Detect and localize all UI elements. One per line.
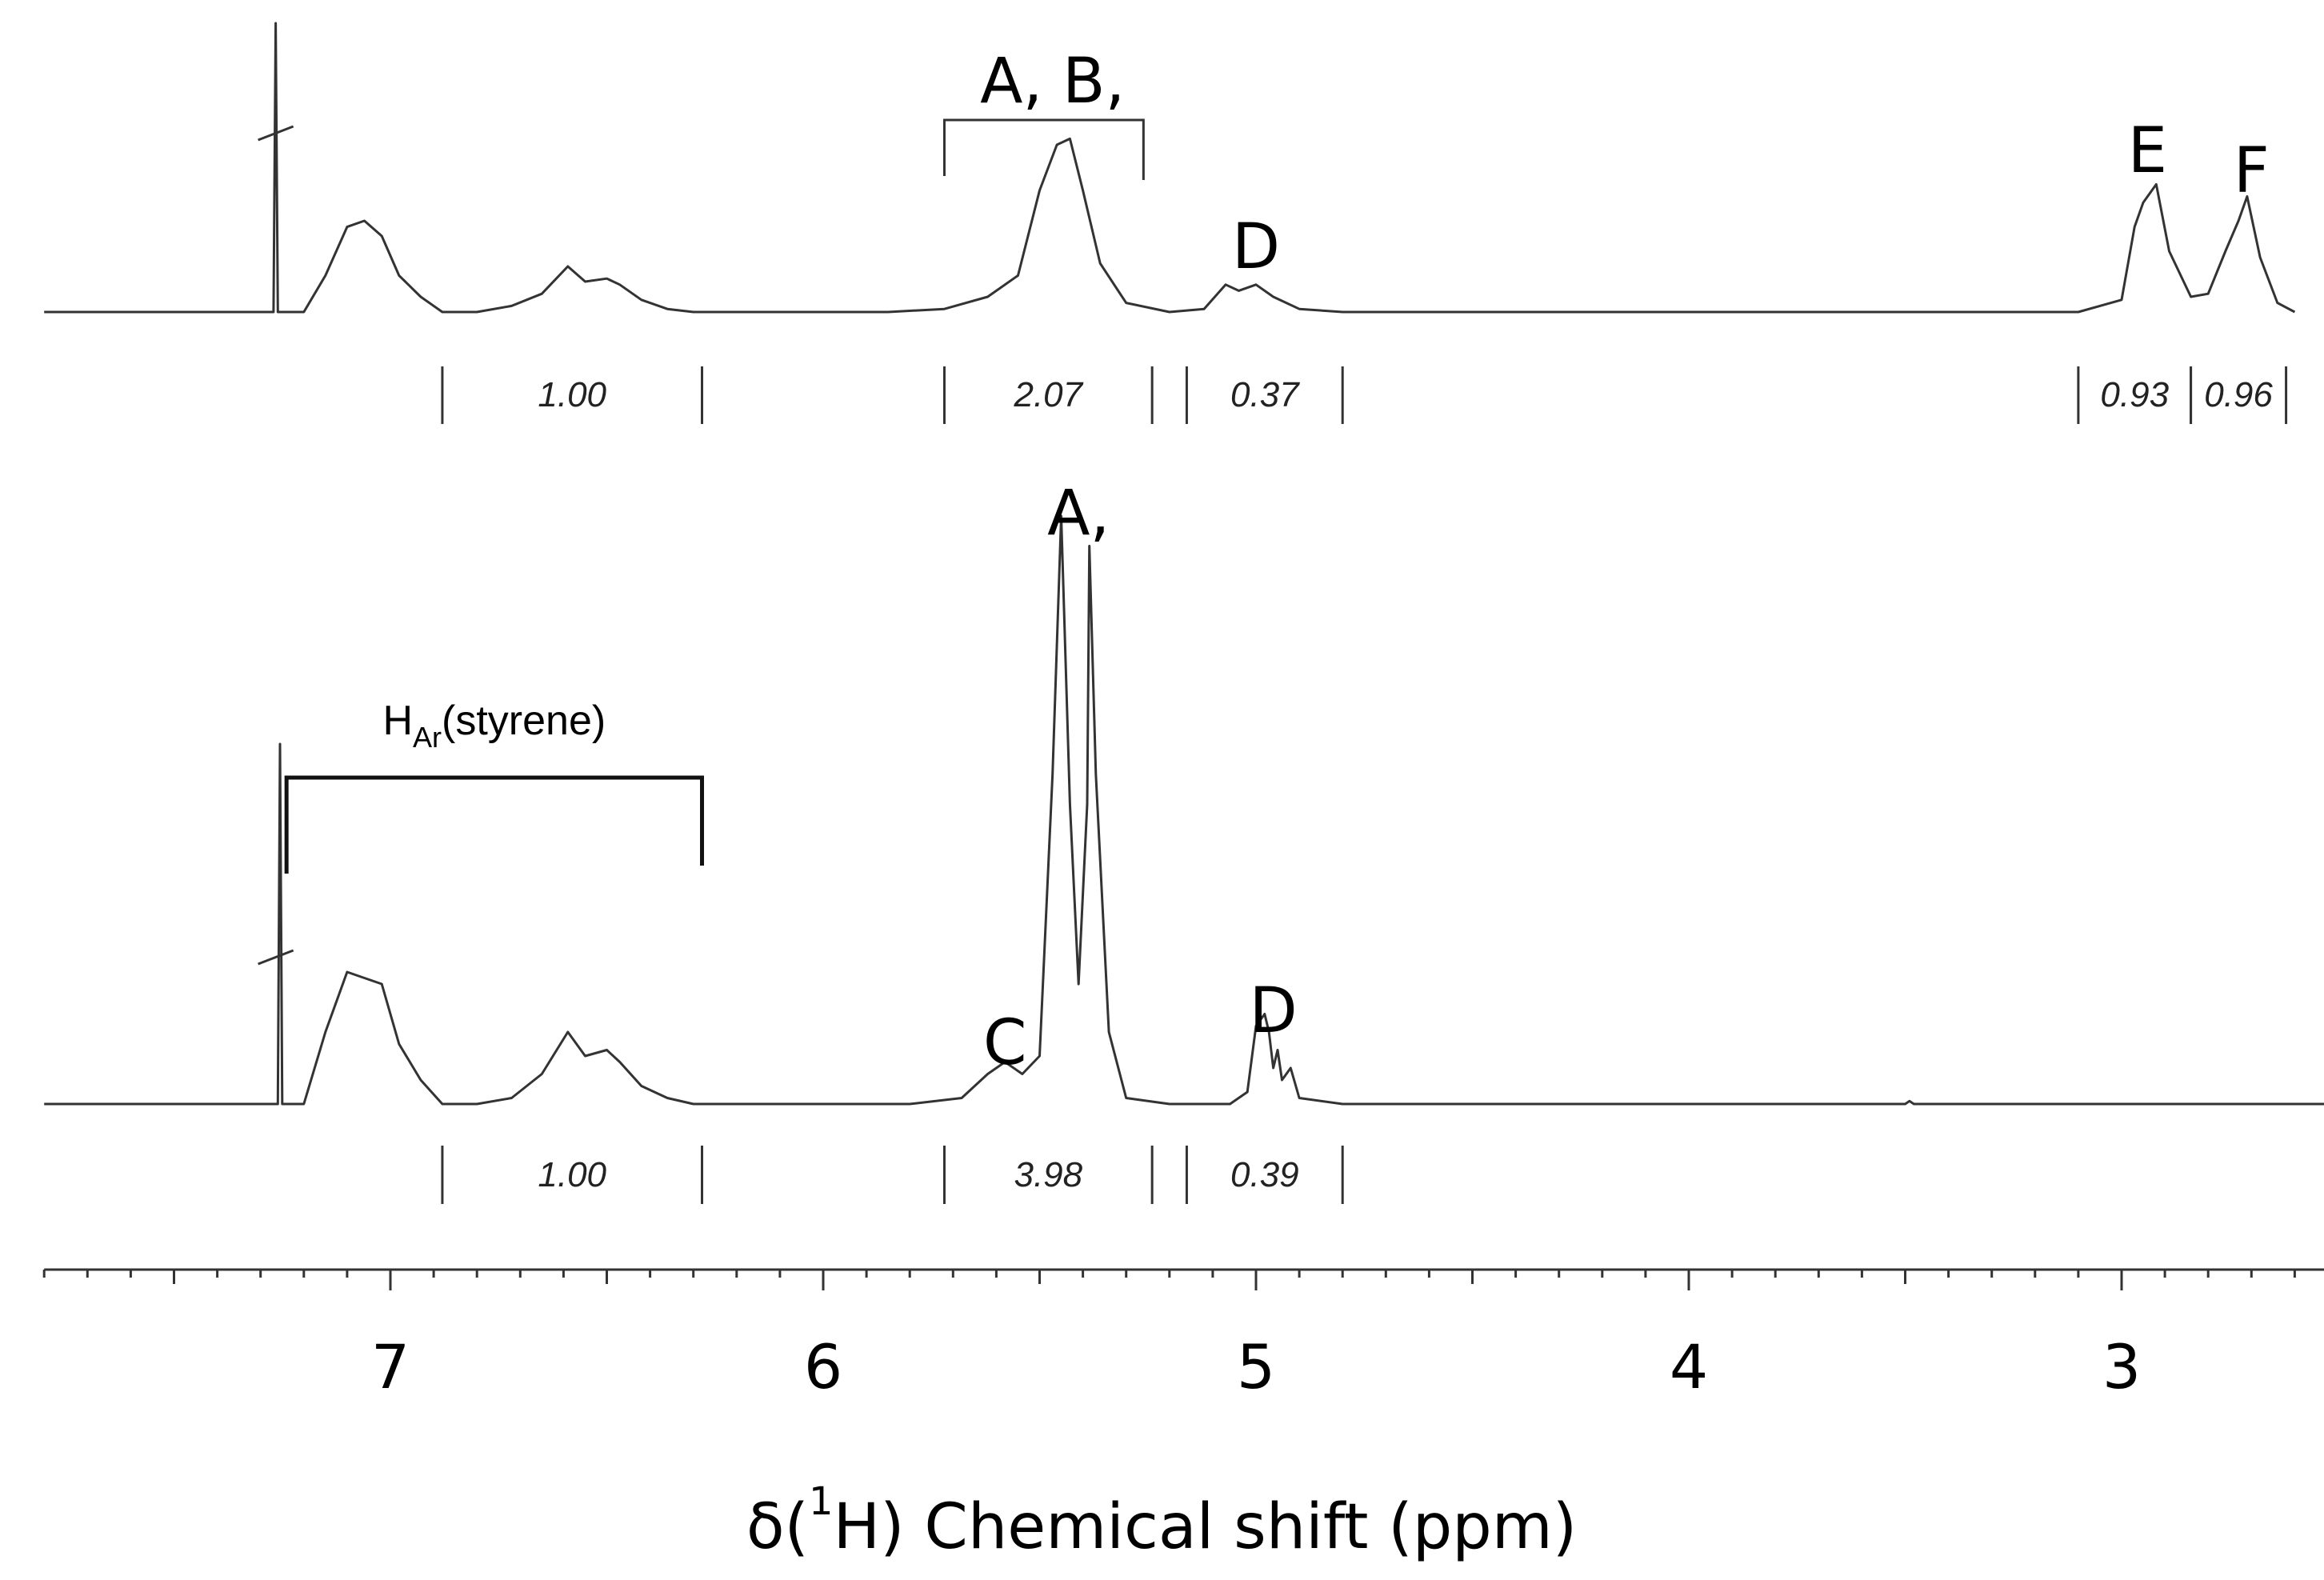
top-spectrum-panel: 1.00 2.07 0.37 0.93 0.96 A, B, D E F — [44, 22, 2296, 424]
solvent-break-mark — [258, 125, 294, 142]
x-tick-label: 3 — [2102, 1331, 2141, 1402]
peak-label-ab: A, B, — [980, 46, 1125, 118]
aromatic-region-label: HAr(styrene) — [382, 698, 606, 754]
peak-label-a: A, — [1047, 478, 1110, 550]
x-tick-label: 6 — [804, 1331, 842, 1402]
integral-value: 1.00 — [538, 1155, 606, 1194]
solvent-break-mark — [258, 949, 294, 966]
bottom-spectrum-panel: 1.00 3.98 0.39 A, C D HAr(styrene) — [44, 478, 2324, 1204]
integral-value: 0.39 — [1230, 1155, 1299, 1194]
integral-value: 1.00 — [538, 375, 606, 414]
aromatic-region-bracket — [284, 775, 705, 874]
peak-label-e: E — [2128, 115, 2167, 187]
peak-label-d: D — [1250, 975, 1298, 1047]
spectrum-trace-bottom — [44, 514, 2324, 1106]
x-axis-title: δ(1H) Chemical shift (ppm) — [746, 1479, 1577, 1563]
peak-label-f: F — [2234, 135, 2270, 207]
x-tick-label: 7 — [371, 1331, 410, 1402]
peak-group-bracket — [942, 118, 1145, 180]
spectrum-trace-top — [44, 22, 2296, 314]
integral-value: 0.96 — [2204, 375, 2273, 414]
x-tick-label: 5 — [1237, 1331, 1275, 1402]
integral-value: 3.98 — [1014, 1155, 1082, 1194]
x-axis: 7 6 5 4 3 — [42, 1268, 2324, 1402]
peak-label-c: C — [983, 1007, 1026, 1079]
integral-value: 2.07 — [1013, 375, 1083, 414]
integral-value: 0.37 — [1230, 375, 1300, 414]
integral-value: 0.93 — [2100, 375, 2169, 414]
peak-label-d: D — [1232, 211, 1280, 283]
x-tick-label: 4 — [1670, 1331, 1708, 1402]
